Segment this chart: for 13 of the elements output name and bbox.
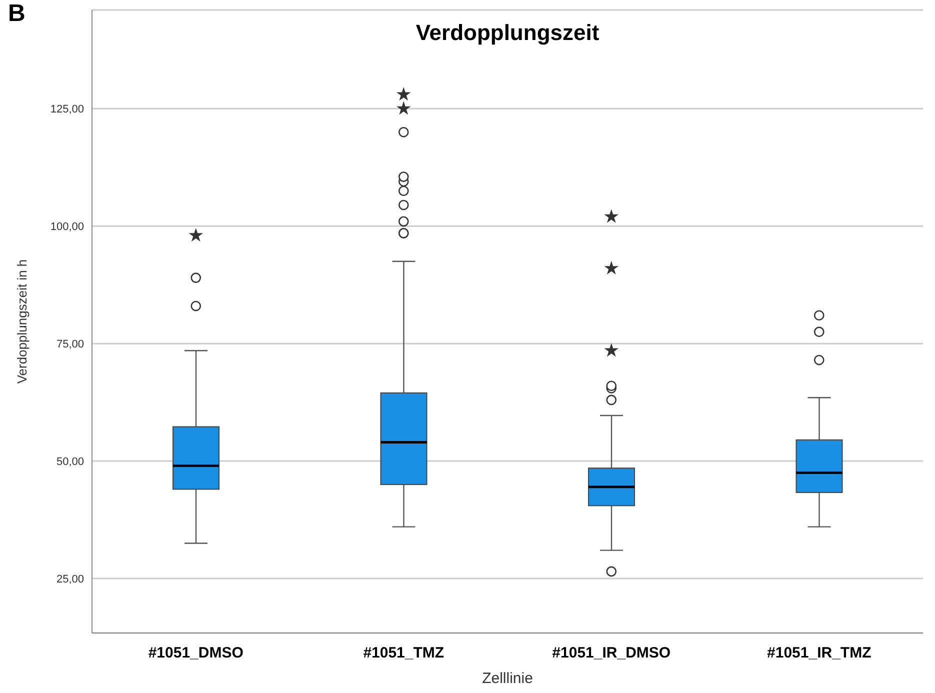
x-tick-label: #1051_DMSO (148, 644, 244, 662)
text: Verdopplungszeit (414, 20, 600, 46)
y-axis-title: Verdopplungszeit in h (14, 259, 30, 384)
x-tick-label: #1051_IR_DMSO (552, 644, 671, 662)
text: B (8, 0, 26, 28)
y-tick-label: 100,00 (50, 221, 84, 234)
y-tick-label: 125,00 (50, 104, 84, 116)
y-tick-label: 50,00 (56, 456, 84, 468)
x-tick-label: #1051_IR_TMZ (767, 644, 872, 662)
y-tick-label: 75,00 (56, 338, 84, 350)
x-axis-title: Zelllinie (482, 670, 533, 687)
x-tick-label: #1051_TMZ (363, 644, 444, 662)
y-tick-label: 25,00 (56, 573, 84, 586)
